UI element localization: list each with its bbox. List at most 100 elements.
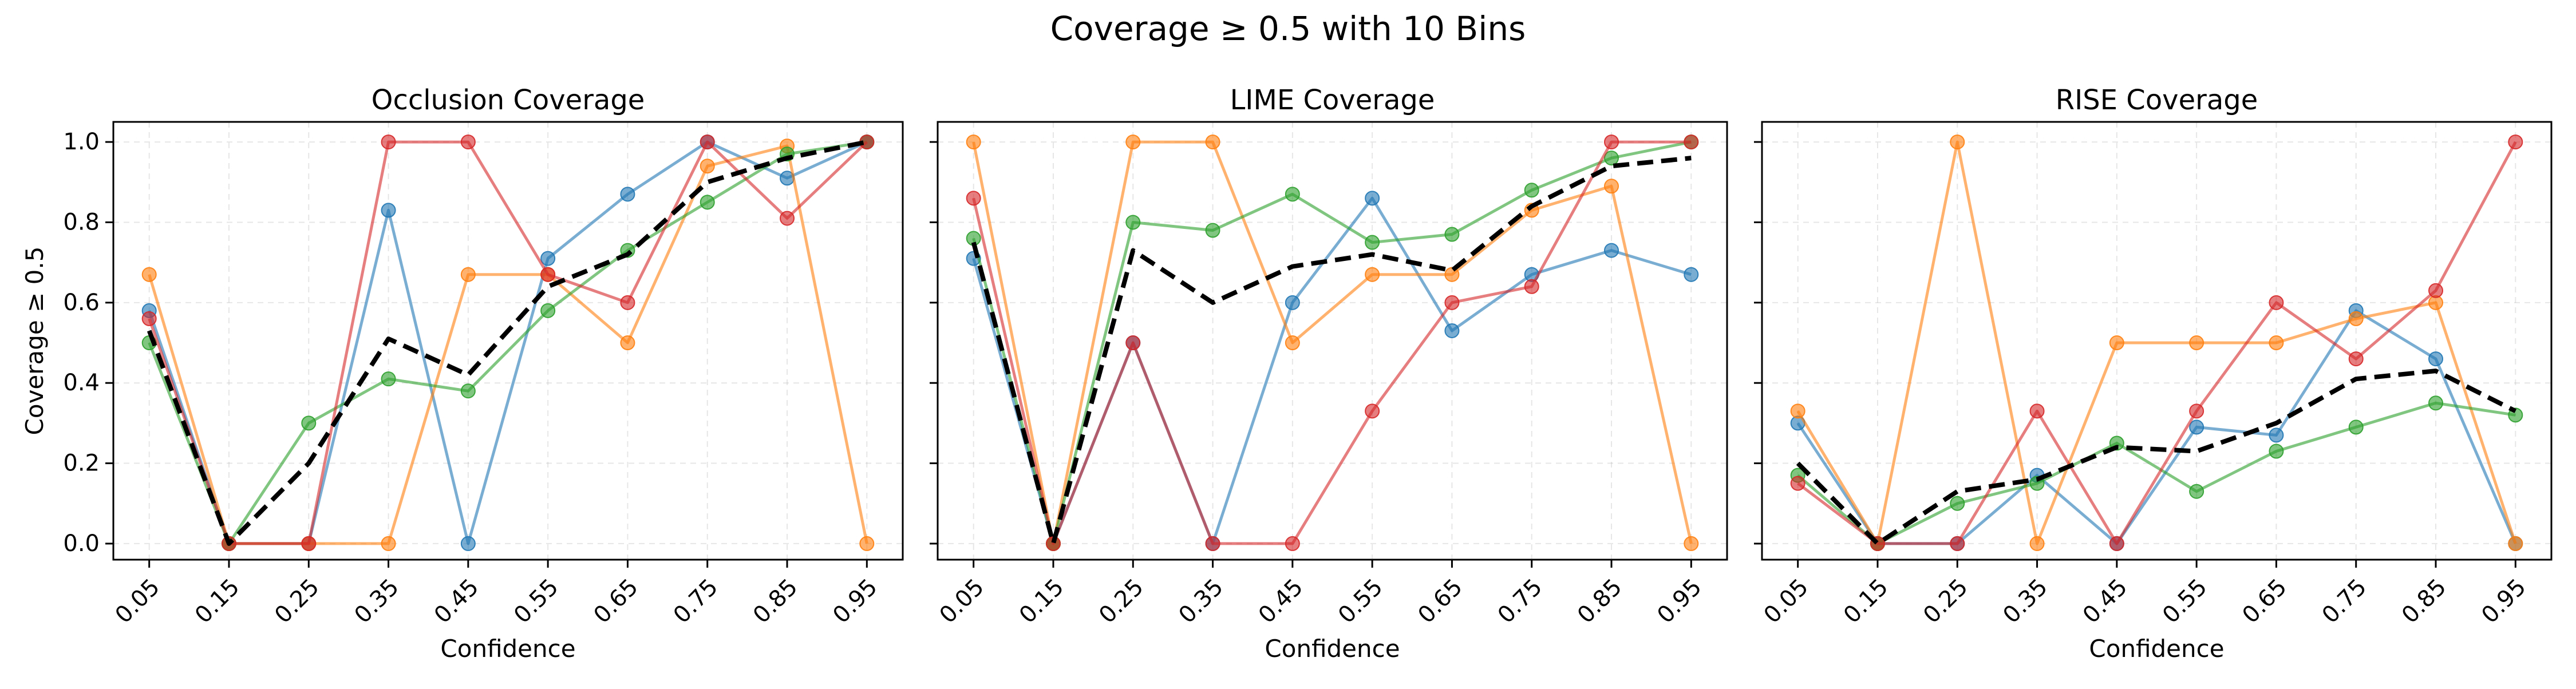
data-point bbox=[1285, 536, 1300, 551]
x-axis-label: Confidence bbox=[440, 635, 575, 663]
data-point bbox=[1444, 227, 1460, 242]
data-point bbox=[2269, 444, 2284, 459]
data-point bbox=[2189, 484, 2204, 499]
data-point bbox=[301, 536, 317, 551]
x-tick-label: 0.95 bbox=[2476, 574, 2531, 629]
y-ticks bbox=[1754, 141, 1762, 545]
x-tick-label: 0.55 bbox=[509, 574, 564, 629]
data-point bbox=[859, 536, 875, 551]
data-point bbox=[2348, 351, 2364, 367]
data-point bbox=[620, 295, 635, 310]
series-4 bbox=[966, 134, 1699, 551]
data-point bbox=[381, 134, 396, 150]
data-point bbox=[2428, 351, 2444, 367]
series-5 bbox=[971, 156, 1692, 546]
x-tick-label: 0.85 bbox=[1573, 574, 1627, 629]
data-point bbox=[301, 415, 317, 431]
data-point bbox=[1205, 223, 1220, 238]
data-point bbox=[966, 134, 981, 150]
data-point bbox=[1365, 267, 1380, 282]
x-tick-label: 0.05 bbox=[935, 574, 990, 629]
x-tick-label: 0.55 bbox=[1333, 574, 1388, 629]
x-ticks: 0.05 0.15 0.25 0.35 0.45 0.55 0.65 0.75 0.85 0.95 bbox=[1759, 560, 2531, 628]
data-point bbox=[141, 311, 157, 326]
data-point bbox=[1365, 191, 1380, 206]
data-point bbox=[540, 251, 556, 266]
data-point bbox=[1684, 536, 1699, 551]
data-point bbox=[1604, 179, 1619, 194]
data-point bbox=[1604, 134, 1619, 150]
data-point bbox=[1684, 134, 1699, 150]
axes-frame bbox=[112, 121, 904, 561]
data-point bbox=[1950, 134, 1965, 150]
data-point bbox=[780, 211, 795, 226]
x-tick-label: 0.65 bbox=[2237, 574, 2292, 629]
data-point bbox=[700, 134, 715, 150]
x-tick-label: 0.95 bbox=[1652, 574, 1707, 629]
x-tick-label: 0.65 bbox=[588, 574, 643, 629]
data-point bbox=[2109, 536, 2124, 551]
series-line bbox=[1796, 309, 2517, 545]
x-tick-label: 0.65 bbox=[1413, 574, 1468, 629]
series-line bbox=[972, 196, 1692, 545]
x-tick-label: 0.75 bbox=[669, 574, 724, 629]
y-tick-label: 0.6 bbox=[63, 290, 100, 316]
series-2 bbox=[1790, 134, 2523, 551]
data-point bbox=[1365, 235, 1380, 250]
x-tick-label: 0.15 bbox=[1014, 574, 1069, 629]
x-tick-label: 0.45 bbox=[429, 574, 484, 629]
data-point bbox=[620, 335, 635, 351]
data-point bbox=[966, 191, 981, 206]
data-point bbox=[2348, 311, 2364, 326]
data-point bbox=[1365, 403, 1380, 419]
data-point bbox=[1205, 134, 1220, 150]
series-line bbox=[1796, 140, 2517, 545]
series-line bbox=[148, 140, 868, 545]
data-point bbox=[2029, 403, 2045, 419]
data-point bbox=[2029, 536, 2045, 551]
data-point bbox=[381, 203, 396, 218]
x-axis-label: Confidence bbox=[1265, 635, 1400, 663]
x-tick-label: 0.15 bbox=[1839, 574, 1894, 629]
series-5 bbox=[1796, 369, 2517, 546]
x-tick-label: 0.25 bbox=[270, 574, 325, 629]
data-point bbox=[540, 267, 556, 282]
series-2 bbox=[141, 138, 875, 551]
x-ticks: 0.05 0.15 0.25 0.35 0.45 0.55 0.65 0.75 0.85 0.95 bbox=[110, 560, 883, 628]
data-point bbox=[1205, 536, 1220, 551]
x-tick-label: 0.35 bbox=[1998, 574, 2053, 629]
x-tick-label: 0.25 bbox=[1094, 574, 1149, 629]
data-point bbox=[1604, 243, 1619, 258]
data-point bbox=[1444, 295, 1460, 310]
series-5 bbox=[147, 140, 868, 546]
subplot-3: 0.05 0.15 0.25 0.35 0.45 0.55 0.65 0.75 0.85 0.95… bbox=[1754, 84, 2553, 663]
subplot-1: 0.05 0.15 0.25 0.35 0.45 0.55 0.65 0.75 0.85 0.95… bbox=[21, 84, 904, 663]
x-tick-label: 0.95 bbox=[828, 574, 883, 629]
data-point bbox=[700, 195, 715, 210]
data-point bbox=[1684, 267, 1699, 282]
data-point bbox=[2269, 295, 2284, 310]
data-point bbox=[620, 187, 635, 202]
axes-frame bbox=[937, 121, 1728, 561]
data-point bbox=[2189, 335, 2204, 351]
mean-line bbox=[147, 140, 868, 546]
data-point bbox=[1790, 403, 1805, 419]
data-point bbox=[700, 159, 715, 174]
series-line bbox=[972, 140, 1693, 545]
subplot-title: RISE Coverage bbox=[2056, 84, 2258, 116]
series-line bbox=[1797, 141, 2517, 545]
data-point bbox=[1125, 335, 1141, 351]
series-4 bbox=[141, 134, 875, 551]
y-ticks: 0.0 0.2 0.4 0.6 0.8 1.0 bbox=[63, 129, 113, 557]
data-point bbox=[2269, 427, 2284, 443]
y-axis-label: Coverage ≥ 0.5 bbox=[21, 247, 49, 435]
data-point bbox=[2508, 134, 2523, 150]
x-tick-label: 0.85 bbox=[2397, 574, 2452, 629]
axes-frame bbox=[1761, 121, 2553, 561]
x-tick-label: 0.35 bbox=[349, 574, 404, 629]
subplot-title: LIME Coverage bbox=[1230, 84, 1435, 116]
data-point bbox=[1950, 536, 1965, 551]
data-point bbox=[1950, 496, 1965, 511]
